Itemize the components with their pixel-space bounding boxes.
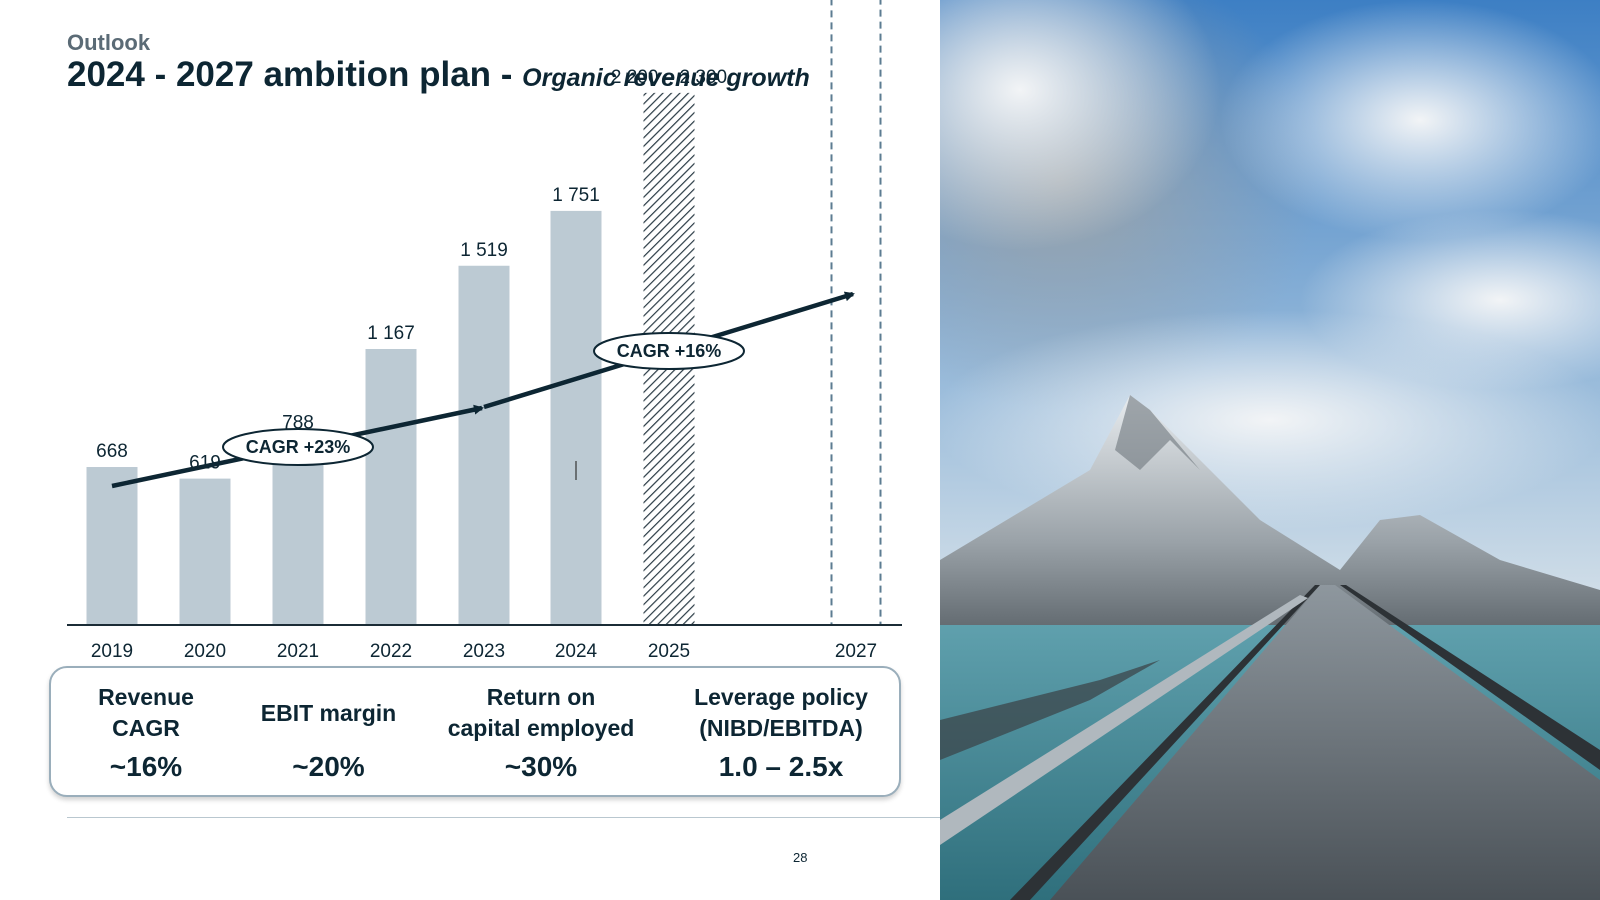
- kpi-label-line: capital employed: [431, 713, 651, 744]
- kpi-item: Leverage policy (NIBD/EBITDA) 1.0 – 2.5x: [666, 668, 896, 799]
- category-label-2024: 2024: [555, 641, 598, 660]
- kpi-item: Revenue CAGR ~16%: [71, 668, 221, 799]
- value-label-2025: 2 200 – 2 300: [611, 67, 727, 88]
- category-label-2020: 2020: [184, 641, 226, 660]
- bar-2021: [273, 439, 324, 625]
- value-label-2019: 668: [96, 441, 128, 462]
- bar-2024: [551, 211, 602, 625]
- value-label-2023: 1 519: [460, 240, 508, 261]
- category-label-2023: 2023: [463, 641, 505, 660]
- value-label-2022: 1 167: [367, 323, 415, 344]
- category-label-2025: 2025: [648, 641, 690, 660]
- category-label-2019: 2019: [91, 641, 133, 660]
- footer-divider: [67, 817, 940, 818]
- slide-content: Outlook 2024 - 2027 ambition plan - Orga…: [0, 0, 940, 900]
- kpi-label-line: CAGR: [71, 713, 221, 744]
- category-label-2022: 2022: [370, 641, 412, 660]
- bar-2023: [459, 266, 510, 625]
- mountain-road-photo: [940, 0, 1600, 900]
- kpi-label: Revenue CAGR: [71, 668, 221, 744]
- value-label-2024: 1 751: [552, 185, 600, 206]
- kpi-label: Return on capital employed: [431, 668, 651, 744]
- kpi-value: 1.0 – 2.5x: [666, 750, 896, 784]
- cagr-label-1: CAGR +23%: [246, 437, 351, 457]
- category-label-2027: 2027: [835, 641, 877, 660]
- kpi-value: ~16%: [71, 750, 221, 784]
- category-label-2021: 2021: [277, 641, 319, 660]
- kpi-label-line: EBIT margin: [241, 698, 416, 729]
- bar-2027: [832, 0, 881, 625]
- kpi-label-line: Leverage policy: [666, 682, 896, 713]
- cagr-label-2: CAGR +16%: [617, 341, 722, 361]
- bar-2019: [87, 467, 138, 625]
- kpi-label: Leverage policy (NIBD/EBITDA): [666, 668, 896, 744]
- kpi-item: EBIT margin ~20%: [241, 668, 416, 799]
- page-number: 28: [793, 850, 807, 865]
- kpi-label-line: Revenue: [71, 682, 221, 713]
- kpi-label-line: Return on: [431, 682, 651, 713]
- kpi-label: EBIT margin: [241, 668, 416, 744]
- bar-2020: [180, 479, 231, 625]
- kpi-label-line: (NIBD/EBITDA): [666, 713, 896, 744]
- kpi-item: Return on capital employed ~30%: [431, 668, 651, 799]
- kpi-summary-box: Revenue CAGR ~16% EBIT margin ~20% Return on c…: [49, 666, 901, 797]
- bar-2022: [366, 349, 417, 625]
- kpi-value: ~30%: [431, 750, 651, 784]
- kpi-value: ~20%: [241, 750, 416, 784]
